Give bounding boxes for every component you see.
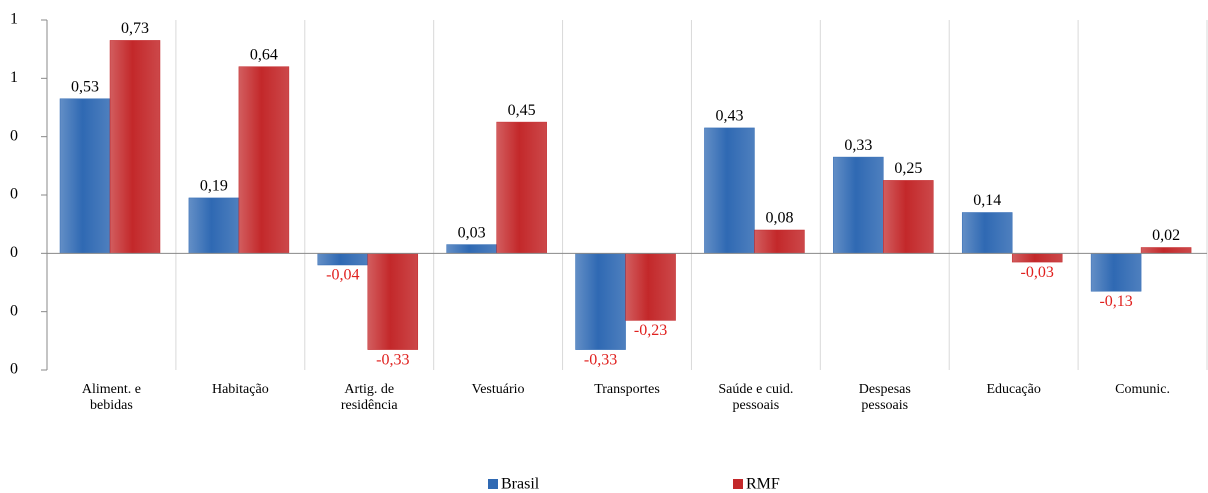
bar bbox=[109, 40, 161, 254]
bar bbox=[446, 244, 497, 254]
bar bbox=[188, 197, 240, 254]
legend-label: Brasil bbox=[501, 476, 540, 493]
bar bbox=[754, 229, 805, 254]
value-label: 0,14 bbox=[973, 192, 1001, 209]
x-tick-label: Vestuário bbox=[471, 382, 525, 397]
value-label: 0,53 bbox=[71, 78, 99, 95]
x-tick-label: Saúde e cuid. pessoais bbox=[718, 382, 794, 413]
value-label: 0,73 bbox=[121, 20, 149, 37]
bar bbox=[883, 180, 934, 254]
bar bbox=[367, 253, 419, 350]
value-label: 0,33 bbox=[844, 137, 872, 154]
bar bbox=[575, 253, 626, 350]
y-tick-label: 0 bbox=[10, 186, 18, 203]
value-label: 0,25 bbox=[894, 160, 922, 177]
value-label: 0,43 bbox=[715, 108, 743, 125]
x-tick-label: Artig. de residência bbox=[340, 382, 398, 413]
bar bbox=[317, 253, 369, 266]
bar bbox=[1090, 253, 1142, 292]
bar bbox=[833, 156, 884, 254]
bar bbox=[59, 98, 111, 254]
legend-swatch bbox=[488, 479, 498, 489]
x-tick-label: Transportes bbox=[594, 382, 660, 397]
bar bbox=[625, 253, 676, 321]
y-tick-label: 0 bbox=[10, 244, 18, 261]
x-tick-label: Educação bbox=[986, 382, 1041, 397]
x-tick-label: Habitação bbox=[211, 382, 269, 397]
value-label: -0,04 bbox=[326, 267, 359, 284]
y-tick-label: 1 bbox=[10, 11, 18, 28]
bar bbox=[704, 127, 755, 254]
bar bbox=[496, 121, 547, 254]
x-tick-label: Despesas pessoais bbox=[858, 382, 911, 413]
value-label: 0,19 bbox=[200, 178, 228, 195]
y-tick-label: 0 bbox=[10, 302, 18, 319]
value-label: -0,33 bbox=[584, 351, 617, 368]
value-label: 0,03 bbox=[458, 224, 486, 241]
y-tick-label: 0 bbox=[10, 361, 18, 378]
value-label: 0,64 bbox=[250, 46, 278, 63]
value-label: -0,13 bbox=[1099, 293, 1132, 310]
x-tick-label: Aliment. e bebidas bbox=[81, 382, 141, 413]
bar bbox=[1140, 247, 1192, 254]
legend-label: RMF bbox=[746, 476, 780, 493]
value-label: -0,03 bbox=[1021, 264, 1054, 281]
y-tick-label: 0 bbox=[10, 127, 18, 144]
value-label: 0,08 bbox=[765, 210, 793, 227]
value-label: -0,33 bbox=[376, 351, 409, 368]
x-tick-label: Comunic. bbox=[1115, 382, 1170, 397]
legend-swatch bbox=[733, 479, 743, 489]
bar bbox=[1011, 253, 1063, 263]
bar bbox=[238, 66, 290, 254]
y-tick-label: 1 bbox=[10, 69, 18, 86]
value-label: -0,23 bbox=[634, 322, 667, 339]
bar bbox=[961, 212, 1013, 254]
value-label: 0,02 bbox=[1152, 227, 1180, 244]
value-label: 0,45 bbox=[508, 102, 536, 119]
